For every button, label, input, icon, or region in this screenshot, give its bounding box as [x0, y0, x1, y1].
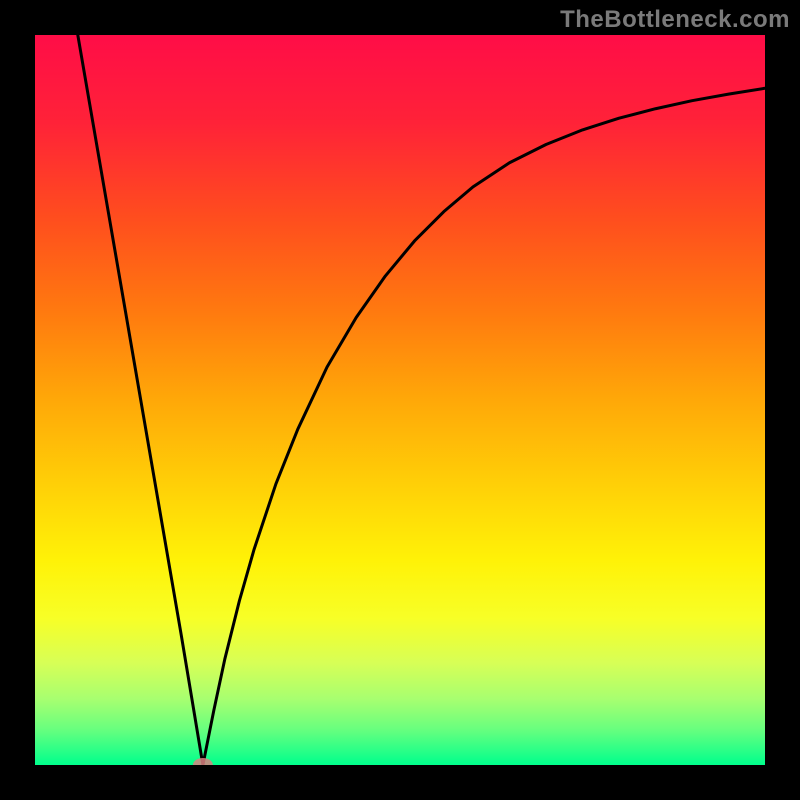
- chart-container: TheBottleneck.com: [0, 0, 800, 800]
- gradient-background: [35, 35, 765, 765]
- plot-area: [35, 35, 765, 765]
- watermark-text: TheBottleneck.com: [560, 6, 790, 34]
